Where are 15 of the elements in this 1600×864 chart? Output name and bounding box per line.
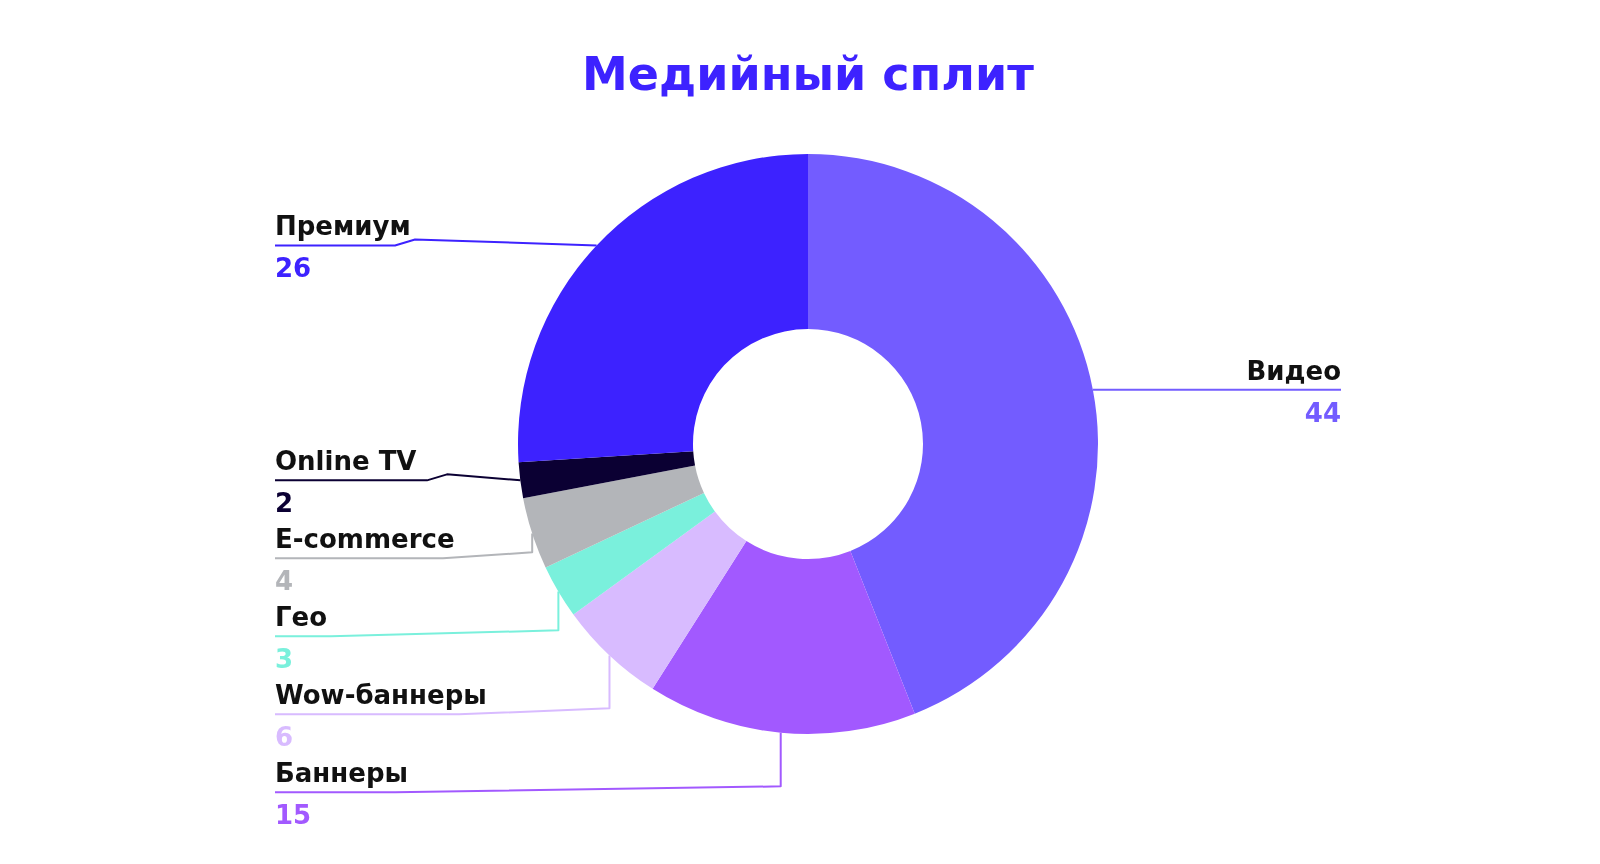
- slice-label: Wow-баннеры: [275, 680, 487, 711]
- data-label: 15: [275, 800, 312, 831]
- slice-label: Гео: [275, 602, 328, 633]
- chart-title: Медийный сплит: [582, 47, 1035, 101]
- slice-label: Премиум: [275, 211, 411, 242]
- data-label: 44: [1304, 397, 1341, 428]
- data-label: 6: [275, 722, 294, 753]
- data-label: 3: [275, 644, 294, 675]
- data-label: 4: [275, 566, 294, 597]
- slice-label: E-commerce: [275, 524, 455, 555]
- slice-label: Баннеры: [275, 758, 409, 789]
- data-label: 2: [275, 488, 294, 519]
- slice-label: Видео: [1246, 355, 1341, 386]
- data-label: 26: [275, 253, 312, 284]
- slice-label: Online TV: [275, 446, 417, 477]
